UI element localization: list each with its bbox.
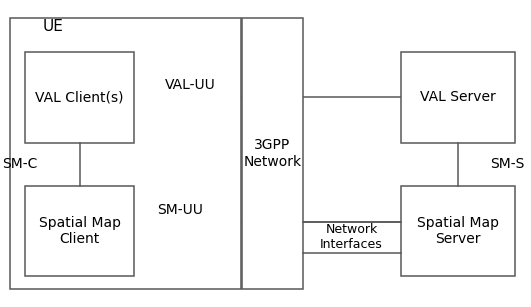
Text: VAL Server: VAL Server <box>420 90 495 104</box>
FancyBboxPatch shape <box>401 186 515 276</box>
FancyBboxPatch shape <box>242 18 303 289</box>
Text: SM-S: SM-S <box>490 157 524 171</box>
Text: 3GPP
Network: 3GPP Network <box>243 138 302 169</box>
Text: Spatial Map
Server: Spatial Map Server <box>417 216 499 246</box>
FancyBboxPatch shape <box>25 186 134 276</box>
Text: UE: UE <box>42 19 64 33</box>
Text: VAL-UU: VAL-UU <box>165 78 216 92</box>
FancyBboxPatch shape <box>401 52 515 143</box>
FancyBboxPatch shape <box>25 52 134 143</box>
FancyBboxPatch shape <box>10 18 241 289</box>
Text: VAL Client(s): VAL Client(s) <box>36 90 124 104</box>
Text: Spatial Map
Client: Spatial Map Client <box>39 216 121 246</box>
Text: SM-UU: SM-UU <box>157 203 202 217</box>
Text: Network
Interfaces: Network Interfaces <box>320 223 383 251</box>
Text: SM-C: SM-C <box>3 157 38 171</box>
